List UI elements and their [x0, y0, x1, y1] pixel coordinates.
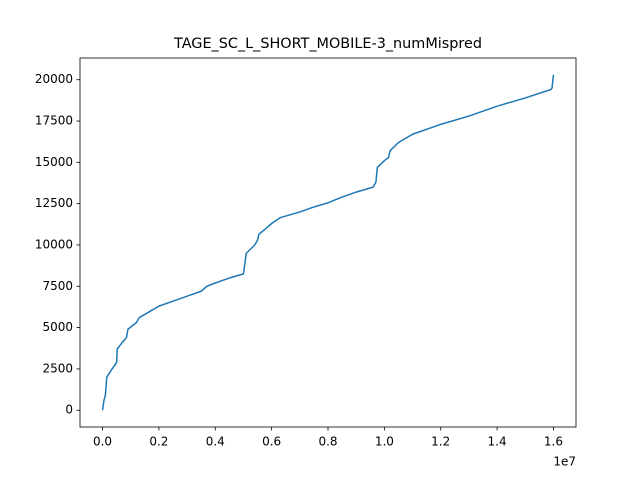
- x-tick-label: 1.6: [544, 435, 563, 449]
- x-tick-label: 1.0: [375, 435, 394, 449]
- y-tick-label: 0: [65, 403, 73, 417]
- y-tick-label: 10000: [35, 237, 73, 251]
- x-tick-label: 0.0: [93, 435, 112, 449]
- x-offset-label: 1e7: [553, 455, 576, 469]
- x-tick-label: 0.4: [206, 435, 225, 449]
- chart-title: TAGE_SC_L_SHORT_MOBILE-3_numMispred: [173, 36, 482, 52]
- y-tick-label: 17500: [35, 114, 73, 128]
- x-tick-label: 0.6: [262, 435, 281, 449]
- x-tick-label: 1.2: [431, 435, 450, 449]
- y-tick-label: 5000: [42, 320, 73, 334]
- x-tick-label: 0.2: [149, 435, 168, 449]
- y-tick-label: 2500: [42, 361, 73, 375]
- x-tick-label: 1.4: [488, 435, 507, 449]
- plot-frame: [79, 57, 577, 428]
- y-tick-label: 7500: [42, 279, 73, 293]
- y-tick-label: 20000: [35, 72, 73, 86]
- x-tick-label: 0.8: [318, 435, 337, 449]
- data-line: [101, 74, 555, 411]
- y-tick-label: 15000: [35, 155, 73, 169]
- y-tick-label: 12500: [35, 196, 73, 210]
